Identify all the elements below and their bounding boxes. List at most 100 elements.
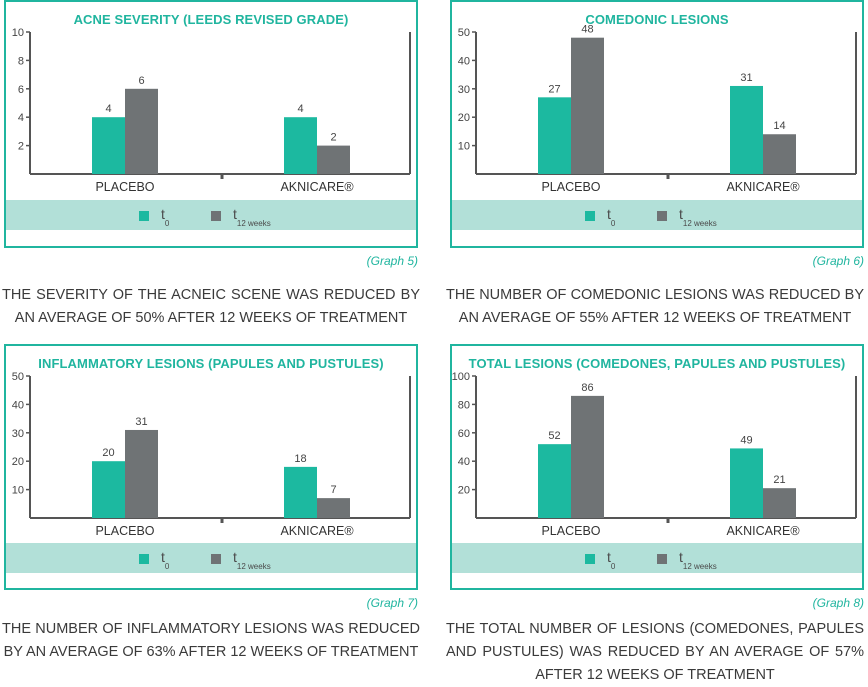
bar-chart-graph-8: 20 40 60 80 100 52 86 PLACEBO 49 21 AKNICARE® (452, 371, 857, 538)
chart-panel-graph-6: COMEDONIC LESIONS 10 20 30 40 50 27 48 PLACEBO 3… (446, 0, 864, 330)
graph-reference: (Graph 8) (812, 596, 864, 610)
chart-caption: THE NUMBER OF INFLAMMATORY LESIONS WAS R… (2, 621, 420, 660)
graph-reference: (Graph 7) (366, 596, 418, 610)
y-tick-label: 50 (458, 27, 470, 39)
y-tick-label: 20 (458, 112, 470, 124)
y-tick-label: 30 (12, 428, 24, 440)
bar-chart-graph-7: 10 20 30 40 50 20 31 PLACEBO 18 7 AKNICARE® (12, 371, 411, 538)
legend-swatch-t12 (211, 211, 221, 221)
y-tick-label: 8 (18, 55, 24, 67)
chart-caption: THE NUMBER OF COMEDONIC LESIONS WAS REDU… (446, 287, 864, 326)
bar-t12-0 (125, 429, 158, 518)
bar-t12-0 (571, 395, 604, 518)
y-tick-label: 10 (458, 141, 470, 153)
graph-reference: (Graph 5) (366, 254, 418, 268)
category-label: AKNICARE® (726, 524, 800, 538)
data-label: 4 (297, 103, 303, 115)
legend-swatch-t0 (139, 554, 149, 564)
legend-label-t0: t0 (161, 206, 170, 228)
legend: t0 t12 weeks (6, 543, 416, 573)
chart-panel-graph-5: ACNE SEVERITY (LEEDS REVISED GRADE) 2 4 6 8… (2, 0, 420, 330)
data-label: 31 (135, 416, 147, 428)
y-tick-label: 4 (18, 112, 24, 124)
data-label: 14 (773, 120, 785, 132)
category-label: PLACEBO (95, 180, 154, 194)
chart-title: INFLAMMATORY LESIONS (PAPULES AND PUSTUL… (38, 356, 384, 371)
legend-label-t12: t12 weeks (679, 549, 717, 571)
legend-label-t0: t0 (161, 549, 170, 571)
legend-label-t0: t0 (607, 206, 616, 228)
legend-swatch-t0 (139, 211, 149, 221)
data-label: 48 (581, 24, 593, 36)
data-label: 2 (330, 132, 336, 144)
bar-t0-0 (92, 461, 125, 518)
graph-reference: (Graph 6) (812, 254, 864, 268)
legend-swatch-t12 (657, 211, 667, 221)
legend: t0 t12 weeks (6, 200, 416, 230)
legend-swatch-t12 (211, 554, 221, 564)
data-label: 18 (294, 453, 306, 465)
y-tick-label: 100 (452, 371, 470, 383)
chart-frame: TOTAL LESIONS (COMEDONES, PAPULES AND PU… (450, 344, 864, 590)
data-label: 7 (330, 484, 336, 496)
chart-caption: THE TOTAL NUMBER OF LESIONS (COMEDONES, … (446, 621, 864, 683)
bar-t0-1 (730, 448, 763, 518)
category-label: AKNICARE® (280, 180, 354, 194)
bar-chart-graph-6: 10 20 30 40 50 27 48 PLACEBO 31 14 AKNICARE® (458, 24, 857, 194)
legend-label-t0: t0 (607, 549, 616, 571)
data-label: 86 (581, 382, 593, 394)
data-label: 27 (548, 83, 560, 95)
y-tick-label: 20 (458, 485, 470, 497)
bar-t12-1 (317, 498, 350, 518)
legend-label-t12: t12 weeks (679, 206, 717, 228)
category-label: PLACEBO (541, 524, 600, 538)
bar-t12-0 (571, 37, 604, 175)
data-label: 4 (105, 103, 111, 115)
data-label: 52 (548, 430, 560, 442)
bar-t12-1 (763, 488, 796, 518)
data-label: 20 (102, 447, 114, 459)
y-tick-label: 10 (12, 27, 24, 39)
y-tick-label: 50 (12, 371, 24, 383)
legend-swatch-t12 (657, 554, 667, 564)
chart-title: COMEDONIC LESIONS (585, 12, 729, 27)
chart-panel-graph-8: TOTAL LESIONS (COMEDONES, PAPULES AND PU… (446, 344, 864, 683)
legend-swatch-t0 (585, 211, 595, 221)
legend-swatch-t0 (585, 554, 595, 564)
data-label: 21 (773, 474, 785, 486)
bar-t0-1 (730, 85, 763, 174)
chart-frame: COMEDONIC LESIONS 10 20 30 40 50 27 48 PLACEBO 3… (450, 0, 864, 248)
chart-panel-graph-7: INFLAMMATORY LESIONS (PAPULES AND PUSTUL… (2, 344, 420, 683)
category-label: PLACEBO (541, 180, 600, 194)
y-tick-label: 80 (458, 399, 470, 411)
category-label: PLACEBO (95, 524, 154, 538)
y-tick-label: 2 (18, 141, 24, 153)
legend-label-t12: t12 weeks (233, 206, 271, 228)
chart-caption: THE SEVERITY OF THE ACNEIC SCENE WAS RED… (2, 287, 420, 326)
legend: t0 t12 weeks (452, 200, 862, 230)
bar-t0-1 (284, 117, 317, 174)
bar-t12-0 (125, 88, 158, 174)
y-tick-label: 6 (18, 84, 24, 96)
legend-label-t12: t12 weeks (233, 549, 271, 571)
y-tick-label: 20 (12, 456, 24, 468)
data-label: 31 (740, 72, 752, 84)
data-label: 49 (740, 434, 752, 446)
bar-t0-0 (92, 117, 125, 174)
chart-title: ACNE SEVERITY (LEEDS REVISED GRADE) (73, 12, 349, 27)
category-label: AKNICARE® (726, 180, 800, 194)
y-tick-label: 40 (12, 399, 24, 411)
y-tick-label: 30 (458, 84, 470, 96)
y-tick-label: 10 (12, 485, 24, 497)
bar-t12-1 (317, 145, 350, 174)
chart-frame: ACNE SEVERITY (LEEDS REVISED GRADE) 2 4 6 8… (4, 0, 418, 248)
data-label: 6 (138, 75, 144, 87)
bar-t0-0 (538, 444, 571, 518)
y-tick-label: 40 (458, 55, 470, 67)
chart-frame: INFLAMMATORY LESIONS (PAPULES AND PUSTUL… (4, 344, 418, 590)
bar-t0-1 (284, 466, 317, 518)
bar-chart-graph-5: 2 4 6 8 10 4 6 PLACEBO 4 2 AKNICARE® (12, 27, 411, 194)
legend: t0 t12 weeks (452, 543, 862, 573)
bar-t0-0 (538, 97, 571, 174)
bar-t12-1 (763, 134, 796, 174)
